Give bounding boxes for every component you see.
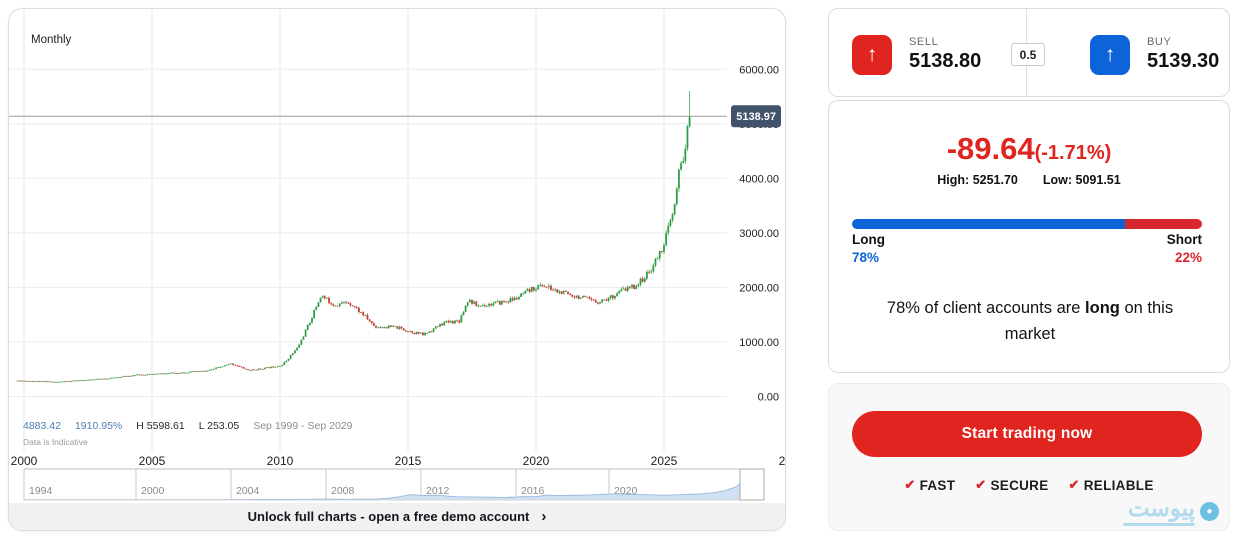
deal-ticket-card: ↑ SELL 5138.80 0.5 ↑ BUY 5139.30	[828, 8, 1230, 97]
svg-text:5138.97: 5138.97	[736, 111, 776, 123]
high-low-row: High: 5251.70 Low: 5091.51	[829, 173, 1229, 187]
badge-fast: ✔ FAST	[904, 477, 955, 493]
svg-text:4000.00: 4000.00	[739, 173, 779, 185]
chart-card: 20002005201020152020202520306000.005000.…	[8, 8, 786, 531]
high-value: 5251.70	[972, 173, 1018, 187]
watermark-logo: ● پیوست	[1123, 497, 1219, 526]
sentiment-bar[interactable]	[852, 219, 1202, 229]
sell-label: SELL	[909, 36, 939, 48]
watermark-caption	[1123, 523, 1195, 526]
timeframe-label[interactable]: Monthly	[31, 34, 72, 46]
svg-text:2020: 2020	[523, 454, 550, 468]
ohlc-stats-row: 4883.42 1910.95% H 5598.61 L 253.05 Sep …	[23, 420, 352, 432]
sell-button[interactable]: ↑	[852, 35, 892, 75]
chevron-right-icon: ›	[541, 508, 547, 525]
sell-price: 5138.80	[909, 50, 982, 72]
checkmark-icon: ✔	[1068, 477, 1080, 492]
checkmark-icon: ✔	[904, 477, 916, 492]
svg-text:3000.00: 3000.00	[739, 228, 779, 240]
arrow-up-icon: ↑	[1104, 43, 1116, 66]
badge-reliable: ✔ RELIABLE	[1069, 477, 1154, 493]
buy-label: BUY	[1147, 36, 1172, 48]
short-label: Short	[1166, 232, 1202, 247]
svg-text:2000: 2000	[141, 485, 165, 497]
change-value: -89.64	[946, 131, 1035, 166]
message-prefix: 78% of client accounts are	[886, 299, 1086, 317]
buy-price: 5139.30	[1147, 50, 1220, 72]
stat-low: L 253.05	[198, 420, 240, 432]
badge-reliable-label: RELIABLE	[1083, 477, 1154, 493]
buy-button[interactable]: ↑	[1090, 35, 1130, 75]
long-percent: 78%	[852, 250, 880, 265]
svg-text:2025: 2025	[651, 454, 678, 468]
unlock-charts-label: Unlock full charts - open a free demo ac…	[247, 509, 530, 524]
badge-secure-label: SECURE	[990, 477, 1049, 493]
buy-price-block[interactable]: BUY 5139.30	[1147, 36, 1219, 73]
cta-card: Start trading now ✔ FAST ✔ SECURE ✔ RELI…	[828, 383, 1230, 531]
unlock-charts-bar[interactable]: Unlock full charts - open a free demo ac…	[9, 503, 785, 530]
svg-text:2008: 2008	[331, 485, 355, 497]
low-label: Low:	[1042, 173, 1073, 187]
stat-percent: 1910.95%	[74, 420, 123, 432]
start-trading-button[interactable]: Start trading now	[852, 411, 1202, 457]
checkmark-icon: ✔	[975, 477, 987, 492]
stat-high: H 5598.61	[136, 420, 185, 432]
change-percent: (-1.71%)	[1034, 142, 1112, 164]
short-percent: 22%	[1174, 250, 1202, 265]
svg-text:1000.00: 1000.00	[739, 337, 779, 349]
svg-text:2000: 2000	[11, 454, 38, 468]
svg-text:2015: 2015	[395, 454, 422, 468]
watermark-text: پیوست	[1127, 495, 1195, 521]
svg-text:2005: 2005	[139, 454, 166, 468]
long-label: Long	[852, 232, 885, 247]
arrow-up-icon: ↑	[866, 43, 878, 66]
sell-price-block[interactable]: SELL 5138.80	[909, 36, 981, 73]
watermark-circle-icon: ●	[1200, 502, 1219, 521]
candlestick-chart-canvas[interactable]: 20002005201020152020202520306000.005000.…	[9, 9, 786, 503]
long-short-percents: 78% 22%	[852, 250, 1202, 265]
low-value: 5091.51	[1075, 173, 1121, 187]
indicative-note: Data is Indicative	[23, 437, 88, 447]
trust-badges: ✔ FAST ✔ SECURE ✔ RELIABLE	[829, 477, 1229, 493]
message-bold: long	[1085, 299, 1120, 317]
stat-value: 4883.42	[23, 420, 61, 432]
svg-text:2030: 2030	[779, 454, 786, 468]
svg-text:2004: 2004	[236, 485, 260, 497]
stat-period: Sep 1999 - Sep 2029	[253, 420, 353, 432]
svg-text:2012: 2012	[426, 485, 450, 497]
sentiment-short-segment	[1125, 219, 1202, 229]
svg-text:2000.00: 2000.00	[739, 282, 779, 294]
svg-text:1994: 1994	[29, 485, 53, 497]
spread-value: 0.5	[1011, 43, 1045, 66]
badge-fast-label: FAST	[919, 477, 956, 493]
market-info-card: -89.64(-1.71%) High: 5251.70 Low: 5091.5…	[828, 100, 1230, 373]
svg-text:6000.00: 6000.00	[739, 64, 779, 76]
badge-secure: ✔ SECURE	[975, 477, 1048, 493]
svg-text:2016: 2016	[521, 485, 545, 497]
message-suffix: on this market	[1004, 299, 1174, 344]
price-change-row: -89.64(-1.71%)	[829, 131, 1229, 167]
high-label: High:	[937, 173, 970, 187]
svg-text:0.00: 0.00	[758, 391, 779, 403]
svg-text:2010: 2010	[267, 454, 294, 468]
client-sentiment-message: 78% of client accounts are long on this …	[860, 295, 1200, 348]
long-short-labels: Long Short	[852, 232, 1202, 247]
sentiment-long-segment	[852, 219, 1125, 229]
